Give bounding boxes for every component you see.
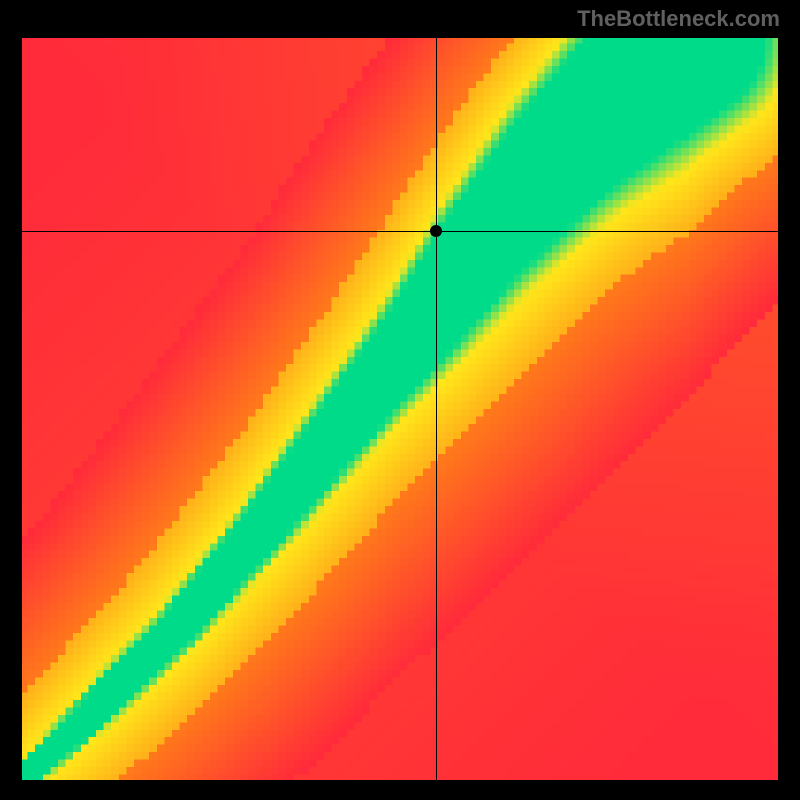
crosshair-vertical <box>436 36 438 782</box>
heatmap-canvas <box>20 36 780 782</box>
watermark-text: TheBottleneck.com <box>577 6 780 32</box>
bottleneck-heatmap-chart <box>20 36 780 782</box>
crosshair-horizontal <box>20 231 780 233</box>
data-point-marker <box>430 225 442 237</box>
